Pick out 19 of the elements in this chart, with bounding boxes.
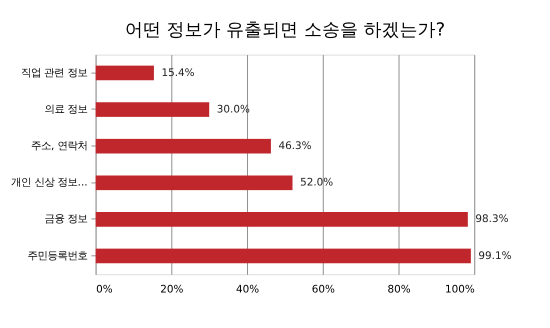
data-label: 46.3% — [278, 140, 312, 152]
x-tick-label: 100% — [444, 284, 475, 296]
y-tick-label: 주소, 연락처 — [30, 140, 88, 152]
data-label: 30.0% — [216, 103, 250, 116]
x-tick-label: 60% — [312, 284, 335, 296]
y-tick-label: 직업 관련 정보 — [20, 66, 88, 79]
chart-title: 어떤 정보가 유출되면 소송을 하겠는가? — [124, 20, 446, 41]
data-label: 98.3% — [475, 213, 509, 226]
x-tick-label: 80% — [387, 284, 411, 296]
x-tick-label: 40% — [236, 284, 260, 296]
x-tick-label: 0% — [96, 284, 113, 296]
x-tick-label: 20% — [160, 284, 184, 296]
y-tick-label: 의료 정보 — [44, 103, 88, 116]
y-tick-label: 개인 신상 정보... — [11, 176, 88, 189]
y-tick-label: 주민등록번호 — [28, 250, 88, 262]
data-label: 15.4% — [161, 66, 195, 79]
data-label: 99.1% — [478, 250, 512, 262]
y-tick-label: 금융 정보 — [44, 213, 88, 226]
data-label: 52.0% — [300, 176, 334, 189]
